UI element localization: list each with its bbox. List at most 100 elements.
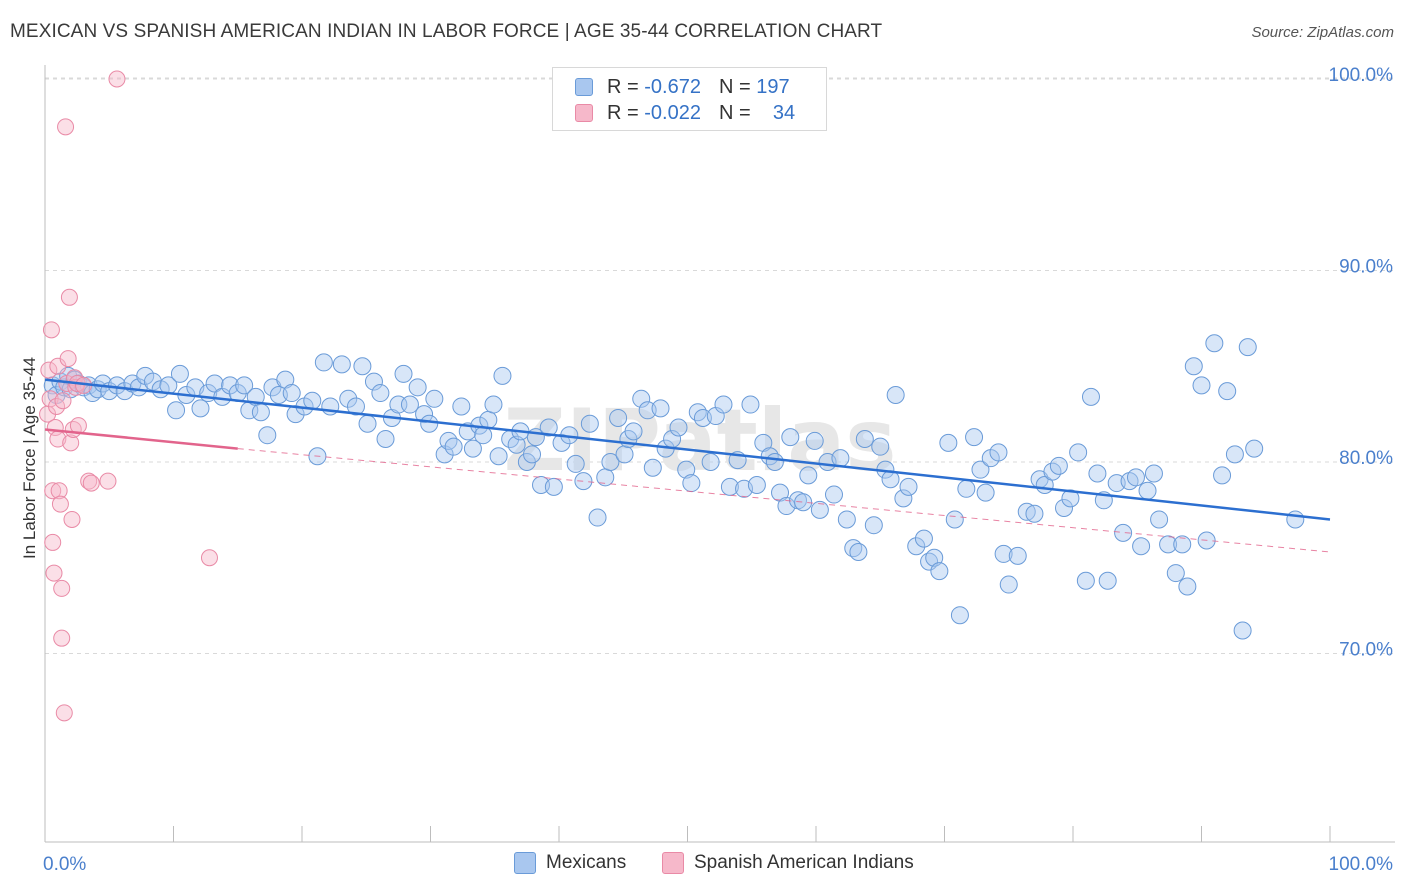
mexicans-point (191, 399, 210, 418)
mexicans-point (781, 428, 800, 447)
mexicans-point (1088, 464, 1107, 483)
series-legend-label: Mexicans (546, 852, 627, 873)
mexicans-point (580, 414, 599, 433)
mexicans-point (474, 426, 493, 445)
mexicans-point (332, 355, 351, 374)
mexicans-point (950, 606, 969, 625)
y-tick-label: 70.0% (1339, 640, 1393, 661)
mexicans-point (251, 403, 270, 422)
mexicans-trend-line (44, 378, 1331, 521)
mexicans-point (566, 454, 585, 473)
mexicans-point (552, 433, 571, 452)
mexicans-point (682, 474, 701, 493)
mexicans-point (1126, 468, 1145, 487)
mexicans-point (601, 453, 620, 471)
series-legend-spanish-american-indians[interactable]: Spanish American Indians (662, 852, 914, 874)
mexicans-point (170, 364, 189, 383)
mexicans-point (479, 410, 498, 429)
mexicans-point (353, 357, 372, 376)
mexicans-point (760, 447, 779, 466)
chart-title: MEXICAN VS SPANISH AMERICAN INDIAN IN LA… (10, 21, 883, 42)
mexicans-point (994, 544, 1013, 563)
y-tick-label: 100.0% (1329, 65, 1394, 86)
mexicans-point (945, 510, 964, 529)
spanish-american-indians-point (57, 118, 75, 136)
mexicans-point (1076, 571, 1095, 590)
spanish-american-indians-trend-line (44, 428, 238, 450)
spanish-american-indians-point (82, 474, 100, 492)
mexicans-point (837, 510, 856, 529)
spanish-american-indians-point (53, 629, 71, 647)
mexicans-point (688, 403, 707, 422)
mexicans-point (794, 493, 813, 512)
mexicans-point (346, 397, 365, 416)
mexicans-point (957, 479, 976, 498)
series-legend-label: Spanish American Indians (694, 852, 914, 873)
spanish-american-indians-point (44, 533, 62, 551)
mexicans-point (1138, 481, 1157, 500)
mexicans-point (864, 516, 883, 535)
mexicans-point (425, 389, 444, 408)
mexicans-point (765, 453, 784, 471)
mexicans-point (805, 431, 824, 450)
spanish-american-indians-point (99, 472, 117, 490)
spanish-american-indians-point (48, 397, 66, 415)
mexicans-point (701, 453, 720, 471)
mexicans-point (484, 395, 503, 414)
spanish-american-indians-point (53, 579, 71, 597)
mexicans-point (831, 449, 850, 468)
mexicans-point (314, 353, 333, 372)
mexicans-point (286, 405, 305, 424)
spanish-american-indians-point (108, 70, 126, 88)
mexicans-point (235, 376, 254, 395)
legend-row-mexicans: R = -0.672 N = 197 (575, 75, 790, 99)
mexicans-point (1286, 510, 1305, 529)
spanish-american-indians-point (44, 482, 62, 500)
mexicans-point (93, 374, 112, 393)
mexicans-point (444, 437, 463, 456)
mexicans-point (643, 458, 662, 477)
legend-swatch-pink (575, 104, 593, 122)
mexicans-point (544, 477, 563, 496)
mexicans-point (1233, 621, 1252, 640)
mexicans-point (400, 395, 419, 414)
mexicans-point (1159, 535, 1178, 554)
mexicans-point (358, 414, 377, 433)
mexicans-point (824, 485, 843, 504)
mexicans-point (376, 430, 395, 449)
spanish-american-indians-points (39, 70, 218, 722)
mexicans-point (1025, 504, 1044, 523)
mexicans-point (258, 426, 277, 445)
mexicans-point (1081, 387, 1100, 406)
mexicans-point (886, 385, 905, 404)
mexicans-point (507, 435, 526, 454)
mexicans-point (435, 445, 454, 464)
y-tick-label: 80.0% (1339, 448, 1393, 469)
mexicans-point (669, 418, 688, 437)
mexicans-point (364, 372, 383, 391)
mexicans-point (420, 414, 439, 433)
series-legend-mexicans[interactable]: Mexicans (514, 852, 626, 874)
y-tick-label: 90.0% (1339, 257, 1393, 278)
mexicans-point (677, 460, 696, 479)
mexicans-point (1114, 523, 1133, 542)
mexicans-point (899, 477, 918, 496)
mexicans-point (1205, 334, 1224, 353)
legend-row-spanish-american-indians: R = -0.022 N = 34 (575, 101, 795, 125)
mexicans-point (1184, 357, 1203, 376)
spanish-american-indians-point (50, 482, 68, 500)
mexicans-point (976, 483, 995, 502)
mexicans-point (741, 395, 760, 414)
legend-r-value: -0.022 (644, 101, 701, 124)
legend-n-value: 197 (756, 75, 790, 98)
spanish-american-indians-point (54, 392, 72, 410)
correlation-legend: R = -0.672 N = 197 R = -0.022 N = 34 (552, 67, 827, 131)
axes (44, 65, 1395, 843)
mexicans-point (971, 460, 990, 479)
mexicans-point (588, 508, 607, 527)
mexicans-point (1238, 338, 1257, 357)
mexicans-point (1144, 464, 1163, 483)
mexicans-point (747, 475, 766, 494)
mexicans-point (849, 543, 868, 562)
spanish-american-indians-point (42, 321, 60, 339)
